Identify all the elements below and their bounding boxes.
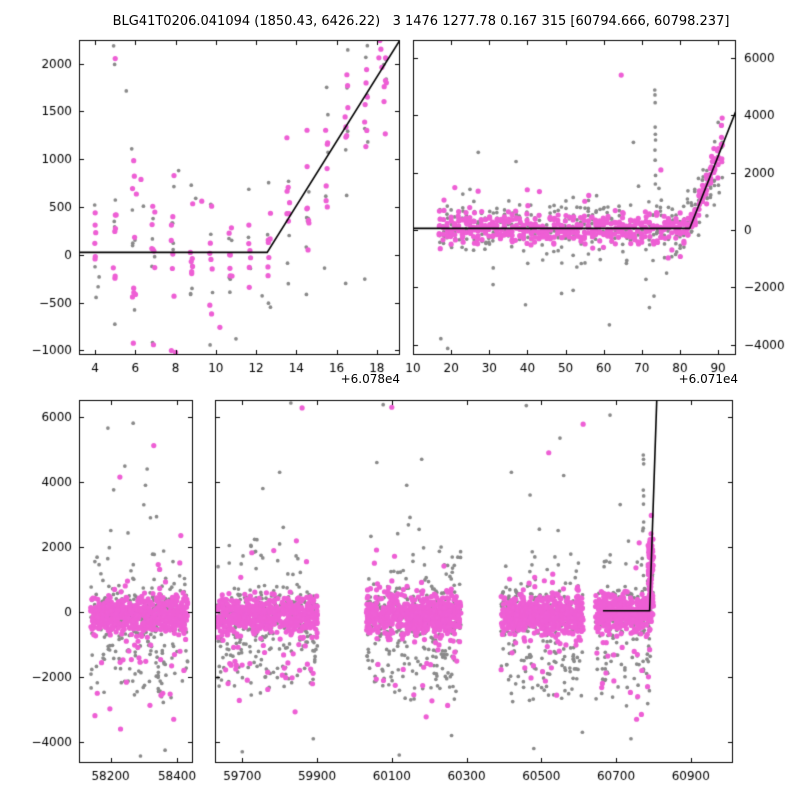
figure-title: BLG41T0206.041094 (1850.43, 6426.22) 3 1… (112, 14, 730, 29)
x-axis-offset-label-top-right: +6.071e4 (678, 372, 738, 386)
x-axis-offset-label-top-left: +6.078e4 (340, 372, 400, 386)
